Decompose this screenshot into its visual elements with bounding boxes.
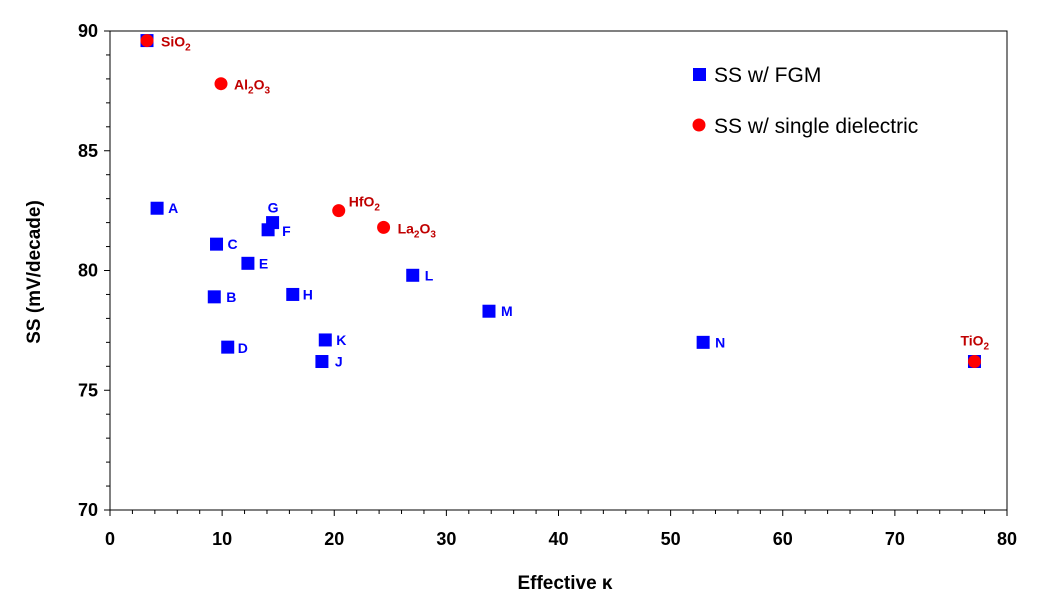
x-tick-label: 50 (661, 529, 681, 549)
fgm-point-label: F (282, 223, 291, 239)
formula-subscript: 2 (984, 342, 990, 353)
legend-label-single: SS w/ single dielectric (714, 115, 918, 138)
formula-subscript: 2 (414, 229, 420, 240)
x-tick-label: 60 (773, 529, 793, 549)
formula-part: HfO (349, 194, 375, 210)
formula-subscript: 2 (374, 203, 380, 214)
fgm-point (315, 355, 329, 369)
fgm-point-label: L (425, 267, 434, 283)
dielectric-label: SiO2 (161, 34, 191, 54)
fgm-point-label: K (336, 332, 346, 348)
single-dielectric-point (140, 34, 154, 48)
x-tick-label: 10 (212, 529, 232, 549)
fgm-point (150, 201, 164, 215)
x-tick-label: 70 (885, 529, 905, 549)
fgm-point (221, 340, 235, 354)
fgm-point-label: E (259, 255, 268, 271)
formula-subscript: 2 (185, 43, 191, 54)
single-dielectric-point (214, 77, 228, 91)
formula-subscript: 2 (248, 86, 254, 97)
dielectric-label: TiO2 (960, 333, 989, 353)
dielectric-label: La2O3 (398, 220, 437, 240)
y-tick-label: 85 (78, 141, 98, 161)
x-tick-label: 20 (324, 529, 344, 549)
legend-marker-single (692, 118, 706, 132)
fgm-point (696, 335, 710, 349)
fgm-point (406, 268, 420, 282)
legend: SS w/ FGM SS w/ single dielectric (692, 64, 918, 138)
formula-part: SiO (161, 34, 185, 50)
fgm-point (210, 237, 224, 251)
plot-area (109, 30, 1008, 511)
y-axis-title: SS (mV/decade) (24, 200, 45, 344)
formula-part: O (254, 77, 265, 93)
fgm-point-label: N (715, 334, 725, 350)
dielectric-label: HfO2 (349, 194, 381, 214)
fgm-point (286, 287, 300, 301)
single-dielectric-point (332, 204, 346, 218)
single-dielectric-point (377, 220, 391, 234)
x-axis-title: Effective κ (517, 573, 612, 594)
fgm-point-label: J (335, 354, 343, 370)
y-axis-ticks: 70 75 80 85 90 (78, 21, 110, 520)
fgm-point-label: H (303, 286, 313, 302)
single-dielectric-point (967, 355, 981, 369)
formula-subscript: 3 (430, 229, 436, 240)
fgm-point (482, 304, 496, 318)
x-axis-ticks: 0 10 20 30 40 50 60 70 80 (105, 510, 1017, 549)
fgm-point (241, 256, 255, 270)
formula-part: Al (234, 77, 248, 93)
dielectric-label: Al2O3 (234, 77, 270, 97)
x-tick-label: 0 (105, 529, 115, 549)
data-points (140, 34, 981, 369)
formula-subscript: 3 (264, 86, 270, 97)
y-tick-label: 80 (78, 261, 98, 281)
x-tick-label: 40 (548, 529, 568, 549)
x-tick-label: 80 (997, 529, 1017, 549)
fgm-point-label: B (226, 289, 236, 305)
legend-label-fgm: SS w/ FGM (714, 64, 821, 87)
fgm-point-label: C (228, 236, 238, 252)
fgm-point-label: G (268, 200, 279, 216)
y-tick-label: 90 (78, 21, 98, 41)
fgm-point (266, 216, 280, 230)
fgm-point-label: M (501, 303, 513, 319)
fgm-point-label: A (168, 200, 178, 216)
legend-marker-fgm (693, 68, 706, 81)
y-tick-label: 70 (78, 500, 98, 520)
fgm-point (318, 333, 332, 347)
formula-part: TiO (960, 333, 983, 349)
formula-part: La (398, 220, 415, 236)
y-tick-label: 75 (78, 380, 98, 400)
formula-part: O (419, 220, 430, 236)
fgm-point-label: D (238, 340, 248, 356)
fgm-point (207, 290, 221, 304)
x-tick-label: 30 (436, 529, 456, 549)
